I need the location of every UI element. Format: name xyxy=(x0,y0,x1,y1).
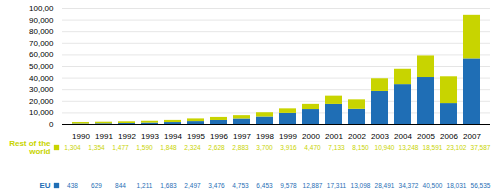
svg-text:2004: 2004 xyxy=(394,132,412,140)
svg-text:1,848: 1,848 xyxy=(160,144,177,151)
svg-text:1993: 1993 xyxy=(141,132,159,140)
svg-text:629: 629 xyxy=(91,182,102,189)
svg-text:56,535: 56,535 xyxy=(471,182,491,189)
svg-text:18,031: 18,031 xyxy=(447,182,467,189)
svg-text:70,000: 70,000 xyxy=(29,39,54,48)
svg-text:13,098: 13,098 xyxy=(351,182,371,189)
svg-text:12,887: 12,887 xyxy=(303,182,323,189)
svg-text:1998: 1998 xyxy=(256,132,274,140)
svg-text:1992: 1992 xyxy=(118,132,136,140)
svg-text:1996: 1996 xyxy=(210,132,228,140)
svg-text:13,248: 13,248 xyxy=(399,144,419,151)
svg-text:438: 438 xyxy=(67,182,78,189)
svg-text:8,150: 8,150 xyxy=(352,144,369,151)
svg-text:1,683: 1,683 xyxy=(160,182,177,189)
svg-text:50,000: 50,000 xyxy=(29,62,54,71)
svg-text:2007: 2007 xyxy=(463,132,481,140)
svg-text:0: 0 xyxy=(49,120,54,129)
svg-text:40,000: 40,000 xyxy=(29,74,54,83)
svg-text:6,453: 6,453 xyxy=(256,182,273,189)
svg-text:60,000: 60,000 xyxy=(29,50,54,59)
svg-text:2001: 2001 xyxy=(325,132,343,140)
svg-text:1,477: 1,477 xyxy=(112,144,129,151)
svg-text:17,311: 17,311 xyxy=(327,182,347,189)
svg-text:3,476: 3,476 xyxy=(208,182,225,189)
svg-text:20,000: 20,000 xyxy=(29,97,54,106)
svg-text:1999: 1999 xyxy=(279,132,297,140)
svg-text:10,000: 10,000 xyxy=(29,108,54,117)
svg-text:9,578: 9,578 xyxy=(280,182,297,189)
svg-text:2006: 2006 xyxy=(440,132,458,140)
svg-text:100,00: 100,00 xyxy=(29,4,54,13)
svg-text:1994: 1994 xyxy=(164,132,182,140)
svg-text:90,000: 90,000 xyxy=(29,16,54,25)
svg-text:23,102: 23,102 xyxy=(447,144,467,151)
svg-text:1,211: 1,211 xyxy=(137,182,153,189)
svg-text:4,470: 4,470 xyxy=(304,144,321,151)
svg-text:844: 844 xyxy=(115,182,126,189)
svg-text:2003: 2003 xyxy=(371,132,389,140)
svg-text:2,497: 2,497 xyxy=(184,182,201,189)
svg-text:1997: 1997 xyxy=(233,132,251,140)
svg-text:2,324: 2,324 xyxy=(184,144,201,151)
svg-text:2002: 2002 xyxy=(348,132,366,140)
svg-text:1,354: 1,354 xyxy=(88,144,105,151)
svg-text:2000: 2000 xyxy=(302,132,320,140)
svg-text:1995: 1995 xyxy=(187,132,205,140)
svg-text:10,940: 10,940 xyxy=(375,144,395,151)
svg-text:30,000: 30,000 xyxy=(29,85,54,94)
svg-text:2,883: 2,883 xyxy=(232,144,249,151)
svg-text:1,590: 1,590 xyxy=(136,144,153,151)
svg-text:28,491: 28,491 xyxy=(375,182,395,189)
svg-text:4,753: 4,753 xyxy=(232,182,249,189)
svg-text:18,591: 18,591 xyxy=(423,144,443,151)
svg-text:EU: EU xyxy=(39,181,50,190)
svg-text:3,700: 3,700 xyxy=(256,144,273,151)
svg-text:1991: 1991 xyxy=(95,132,113,140)
svg-text:1990: 1990 xyxy=(72,132,90,140)
svg-text:2005: 2005 xyxy=(417,132,435,140)
svg-text:2,628: 2,628 xyxy=(208,144,225,151)
svg-text:Rest of theworld: Rest of theworld xyxy=(9,140,51,156)
svg-text:37,587: 37,587 xyxy=(471,144,491,151)
svg-text:40,500: 40,500 xyxy=(423,182,443,189)
svg-text:7,133: 7,133 xyxy=(328,144,345,151)
svg-text:3,916: 3,916 xyxy=(280,144,297,151)
svg-text:80,000: 80,000 xyxy=(29,27,54,36)
svg-text:34,372: 34,372 xyxy=(399,182,419,189)
svg-text:1,304: 1,304 xyxy=(64,144,81,151)
